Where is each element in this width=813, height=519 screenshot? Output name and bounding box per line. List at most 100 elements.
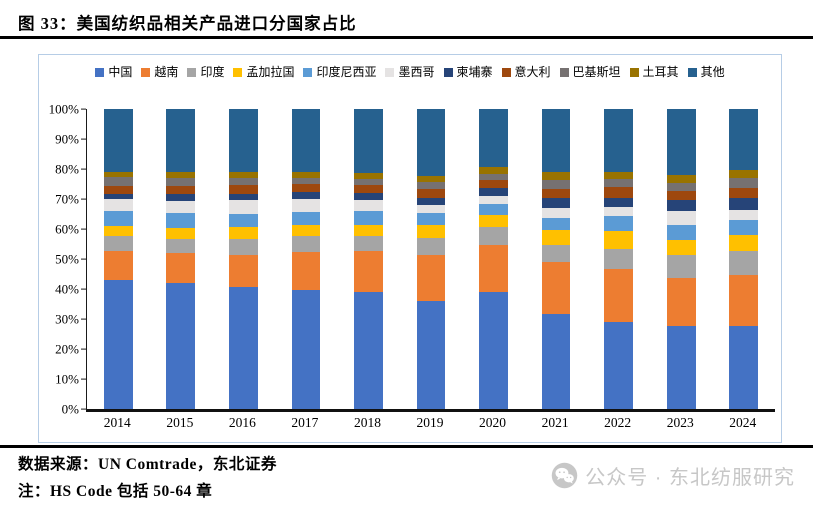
- bar-2022: [604, 109, 634, 409]
- y-tick-mark: [81, 348, 86, 350]
- legend-item: 土耳其: [629, 66, 679, 78]
- y-tick-mark: [81, 288, 86, 290]
- bar-segment: [103, 172, 133, 178]
- data-source-text: 数据来源：UN Comtrade，东北证券: [18, 456, 277, 473]
- bar-segment: [541, 198, 571, 208]
- bar-segment: [166, 238, 196, 253]
- bar-segment: [604, 207, 634, 217]
- legend-label: 柬埔寨: [456, 65, 493, 79]
- bar-segment: [228, 109, 258, 172]
- bar-segment: [166, 172, 196, 178]
- bar-segment: [228, 178, 258, 186]
- bar-segment: [291, 183, 321, 193]
- bar-segment: [354, 178, 383, 185]
- x-axis-label: 2020: [479, 415, 507, 430]
- bar-segment: [166, 213, 196, 229]
- bar-segment: [604, 216, 634, 232]
- bar-slot: [150, 109, 213, 409]
- bar-slot: [400, 109, 463, 409]
- bar-segment: [354, 172, 383, 179]
- y-axis-label: 20%: [55, 341, 79, 357]
- bar-segment: [479, 167, 508, 174]
- bar-segment: [291, 290, 321, 409]
- bar-slot: [337, 109, 400, 409]
- bar-segment: [666, 326, 696, 409]
- bar-segment: [354, 200, 383, 212]
- bar-segment: [729, 109, 759, 171]
- bar-segment: [541, 179, 571, 189]
- bar-segment: [354, 184, 383, 193]
- bar-segment: [541, 314, 571, 409]
- bar-slot: [275, 109, 338, 409]
- bar-slot: [650, 109, 713, 409]
- bar-segment: [291, 177, 321, 184]
- bar-segment: [228, 172, 258, 178]
- legend-swatch: [687, 67, 697, 77]
- bar-segment: [416, 204, 446, 214]
- bar-segment: [103, 194, 133, 199]
- bar-segment: [604, 187, 634, 199]
- y-axis-label: 0%: [61, 401, 79, 417]
- bar-segment: [228, 254, 258, 288]
- bar-2024: [729, 109, 759, 409]
- legend-swatch: [95, 67, 105, 77]
- bar-segment: [666, 190, 696, 201]
- bar-segment: [416, 182, 446, 190]
- bar-segment: [541, 172, 571, 180]
- bar-segment: [228, 185, 258, 194]
- wechat-icon: [551, 462, 578, 489]
- bar-segment: [166, 194, 196, 202]
- watermark-text: 公众号 · 东北纺服研究: [585, 467, 795, 489]
- bar-segment: [416, 300, 446, 409]
- bar-segment: [479, 188, 508, 197]
- bar-segment: [604, 172, 634, 179]
- bar-segment: [228, 227, 258, 239]
- bar-segment: [416, 237, 446, 255]
- legend-item: 意大利: [501, 66, 551, 78]
- bar-segment: [228, 200, 258, 214]
- bar-slot: [87, 109, 150, 409]
- legend-label: 中国: [108, 65, 133, 79]
- bar-segment: [666, 225, 696, 240]
- bar-segment: [103, 186, 133, 195]
- legend-item: 越南: [141, 66, 178, 78]
- x-axis-label: 2015: [166, 415, 194, 430]
- x-axis-label: 2023: [666, 415, 694, 430]
- legend-item: 印度: [187, 66, 224, 78]
- bar-segment: [666, 254, 696, 278]
- bar-segment: [729, 251, 759, 275]
- bars: [87, 109, 775, 409]
- bar-segment: [228, 287, 258, 409]
- bar-segment: [166, 228, 196, 239]
- legend-item: 柬埔寨: [443, 65, 493, 79]
- y-axis-label: 90%: [55, 131, 79, 147]
- legend-swatch: [501, 67, 511, 77]
- bar-segment: [166, 109, 196, 173]
- bar-segment: [729, 198, 759, 210]
- footer-divider: [0, 445, 813, 448]
- bar-segment: [479, 109, 508, 168]
- bar-segment: [291, 225, 321, 237]
- bar-segment: [291, 252, 321, 291]
- legend-swatch: [141, 67, 151, 77]
- bar-segment: [729, 170, 759, 178]
- x-axis-label: 2016: [228, 415, 256, 430]
- bar-segment: [416, 213, 446, 226]
- bar-segment: [729, 219, 759, 235]
- x-axis-label: 2017: [291, 415, 319, 430]
- bar-segment: [604, 321, 634, 409]
- bar-segment: [416, 225, 446, 238]
- bar-slot: [712, 109, 775, 409]
- y-axis-label: 50%: [55, 251, 79, 267]
- bar-segment: [729, 209, 759, 220]
- x-axis-label: 2019: [416, 415, 444, 430]
- watermark: 公众号 · 东北纺服研究: [551, 461, 795, 490]
- y-tick-mark: [81, 318, 86, 320]
- x-axis-label: 2018: [353, 415, 381, 430]
- bar-segment: [103, 198, 133, 211]
- bar-segment: [291, 236, 321, 253]
- bar-segment: [103, 279, 133, 409]
- legend-label: 孟加拉国: [246, 65, 295, 79]
- bar-segment: [479, 245, 508, 292]
- bar-segment: [354, 192, 383, 201]
